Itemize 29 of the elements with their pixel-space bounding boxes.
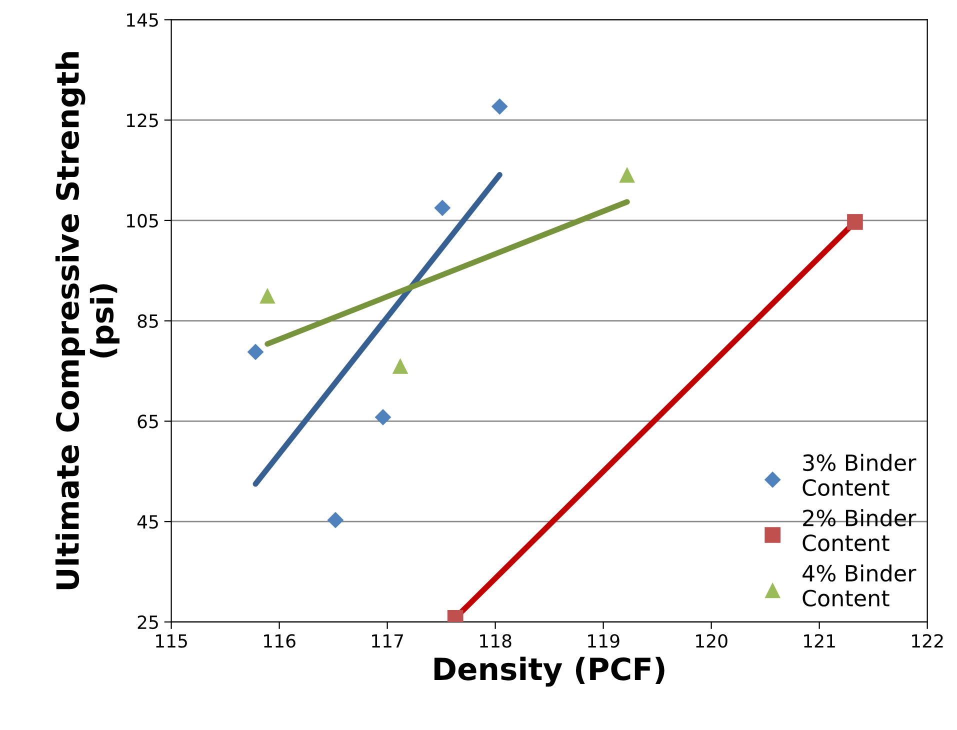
point	[247, 344, 264, 360]
y-axis-title: Ultimate Compressive Strength (psi)	[55, 52, 120, 590]
legend-label: 4% Binder Content	[802, 564, 916, 607]
y-tick-label: 145	[127, 13, 158, 27]
y-tick-label: 45	[137, 515, 158, 529]
x-tick-label: 117	[372, 634, 403, 648]
y-tick-label: 125	[127, 114, 158, 128]
point	[374, 408, 392, 426]
point	[327, 512, 344, 528]
y-tick-label: 105	[127, 214, 158, 228]
point	[392, 358, 408, 374]
x-tick-label: 120	[696, 634, 728, 648]
x-tick-label: 118	[480, 634, 512, 648]
x-tick-label: 121	[804, 634, 835, 648]
point	[491, 98, 508, 115]
x-tick-label: 116	[264, 634, 296, 648]
x-tick-label: 122	[912, 634, 943, 648]
x-axis-title: Density (PCF)	[434, 656, 664, 687]
legend-label: 3% Binder Content	[802, 454, 916, 496]
point	[619, 166, 635, 183]
point	[434, 200, 451, 216]
x-tick-label: 119	[588, 634, 620, 648]
legend-label: 2% Binder Content	[802, 509, 916, 552]
point	[260, 288, 276, 304]
y-tick-label: 85	[138, 314, 158, 328]
y-tick-label: 65	[138, 414, 158, 428]
point	[847, 214, 863, 230]
y-tick-label: 25	[138, 615, 158, 630]
x-tick-label: 115	[156, 634, 187, 648]
